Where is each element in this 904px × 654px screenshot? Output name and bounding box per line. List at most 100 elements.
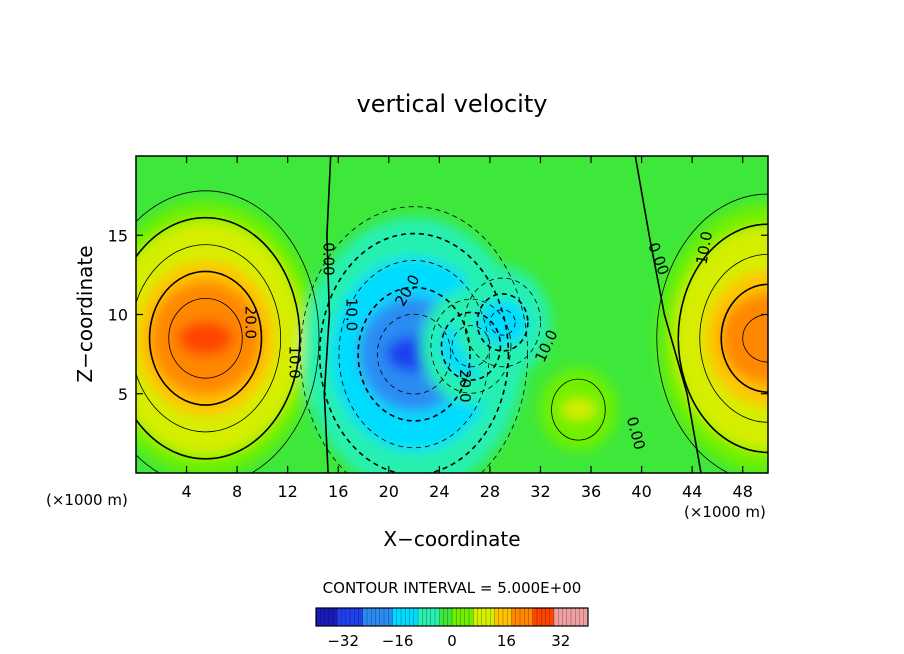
colorbar-cell — [337, 608, 342, 626]
colorbar-ticks: −32 −16 0 16 32 — [327, 632, 570, 650]
colorbar-tick-label: 32 — [551, 632, 570, 650]
colorbar-cell — [401, 608, 406, 626]
colorbar-cell — [558, 608, 563, 626]
colorbar-frame — [315, 607, 589, 627]
colorbar-cell — [439, 608, 444, 626]
field-level — [177, 320, 234, 356]
colorbar-cell — [324, 608, 330, 626]
colorbar-cell — [524, 608, 529, 626]
colorbar-cell — [396, 608, 402, 626]
colorbar-cell — [345, 608, 351, 626]
contour-negative — [464, 277, 541, 368]
contour-positive — [136, 216, 301, 460]
colorbar-cell — [498, 608, 504, 626]
colorbar-cell — [341, 608, 347, 626]
colorbar-cell — [333, 608, 338, 626]
colorbar-cell — [545, 608, 551, 626]
colorbar-cell — [320, 608, 325, 626]
x-tick-label: 8 — [232, 482, 242, 501]
colorbar-cell — [375, 608, 381, 626]
colorbar-cell — [456, 608, 461, 626]
field-level — [561, 399, 596, 421]
chart-title: vertical velocity — [357, 90, 548, 118]
colorbar-cell — [371, 608, 376, 626]
contour-negative — [300, 206, 528, 473]
contour-negative — [318, 232, 510, 473]
colorbar-cell — [452, 608, 457, 626]
x-unit-left: (×1000 m) — [46, 491, 128, 509]
colorbar-cell — [562, 608, 568, 626]
colorbar — [315, 607, 589, 627]
colorbar-cell — [537, 608, 542, 626]
colorbar-cell — [430, 608, 436, 626]
y-axis-label: Z−coordinate — [73, 245, 97, 382]
colorbar-cell — [388, 608, 393, 626]
colorbar-cell — [511, 608, 517, 626]
colorbar-cell — [316, 608, 321, 626]
contour-negative — [357, 286, 471, 422]
colorbar-cell — [515, 608, 521, 626]
contour-positive — [551, 378, 606, 441]
field-level — [476, 299, 529, 346]
y-axis-ticks: 5 10 15 — [108, 226, 768, 404]
colorbar-cell — [443, 608, 449, 626]
colorbar-cell — [494, 608, 500, 626]
x-tick-label: 40 — [631, 482, 651, 501]
x-tick-label: 16 — [328, 482, 348, 501]
colorbar-cell — [409, 608, 415, 626]
colorbar-cell — [358, 608, 364, 626]
colorbar-tick-label: 0 — [447, 632, 457, 650]
contour-zero — [323, 156, 332, 473]
colorbar-cell — [486, 608, 491, 626]
colorbar-cell — [379, 608, 385, 626]
colorbar-cell — [422, 608, 427, 626]
colorbar-cell — [566, 608, 572, 626]
colorbar-cell — [571, 608, 576, 626]
colorbar-cell — [464, 608, 470, 626]
contour-label: 10.0 — [286, 345, 304, 378]
x-tick-label: 48 — [733, 482, 753, 501]
colorbar-cell — [532, 608, 538, 626]
contour-negative — [476, 293, 529, 352]
field-fill — [136, 156, 768, 473]
y-tick-label: 5 — [118, 385, 128, 404]
x-tick-label: 12 — [278, 482, 298, 501]
contour-positive — [168, 297, 243, 379]
x-tick-label: 28 — [480, 482, 500, 501]
x-tick-label: 32 — [530, 482, 550, 501]
colorbar-cell — [541, 608, 546, 626]
contour-negative — [430, 298, 512, 394]
contour-label: 20.0 — [241, 306, 259, 339]
y-tick-label: 10 — [108, 306, 128, 325]
colorbar-cell — [554, 608, 559, 626]
contour-lines — [136, 156, 768, 473]
colorbar-cell — [477, 608, 483, 626]
colorbar-cell — [354, 608, 359, 626]
colorbar-cell — [549, 608, 555, 626]
x-tick-label: 24 — [429, 482, 449, 501]
colorbar-cell — [418, 608, 423, 626]
colorbar-tick-label: 16 — [497, 632, 516, 650]
colorbar-cell — [460, 608, 466, 626]
contour-label: 20.0 — [456, 369, 474, 402]
contour-label: 10.0 — [693, 230, 717, 266]
contour-positive — [136, 190, 320, 473]
colorbar-cell — [328, 608, 334, 626]
contour-zero — [634, 156, 702, 473]
colorbar-cell — [507, 608, 512, 626]
x-axis-label: X−coordinate — [383, 527, 520, 551]
contour-label: 0.00 — [320, 242, 338, 275]
colorbar-cell — [481, 608, 487, 626]
x-tick-label: 36 — [581, 482, 601, 501]
contour-positive — [136, 244, 282, 433]
contour-label: 10.0 — [342, 298, 360, 331]
colorbar-cell — [490, 608, 495, 626]
colorbar-cell — [520, 608, 525, 626]
contour-positive — [656, 193, 768, 473]
colorbar-tick-label: −16 — [382, 632, 414, 650]
colorbar-cell — [426, 608, 432, 626]
x-axis-ticks: 4 8 12 16 20 24 28 32 36 40 44 48 — [181, 156, 753, 501]
contour-positive — [148, 270, 263, 406]
